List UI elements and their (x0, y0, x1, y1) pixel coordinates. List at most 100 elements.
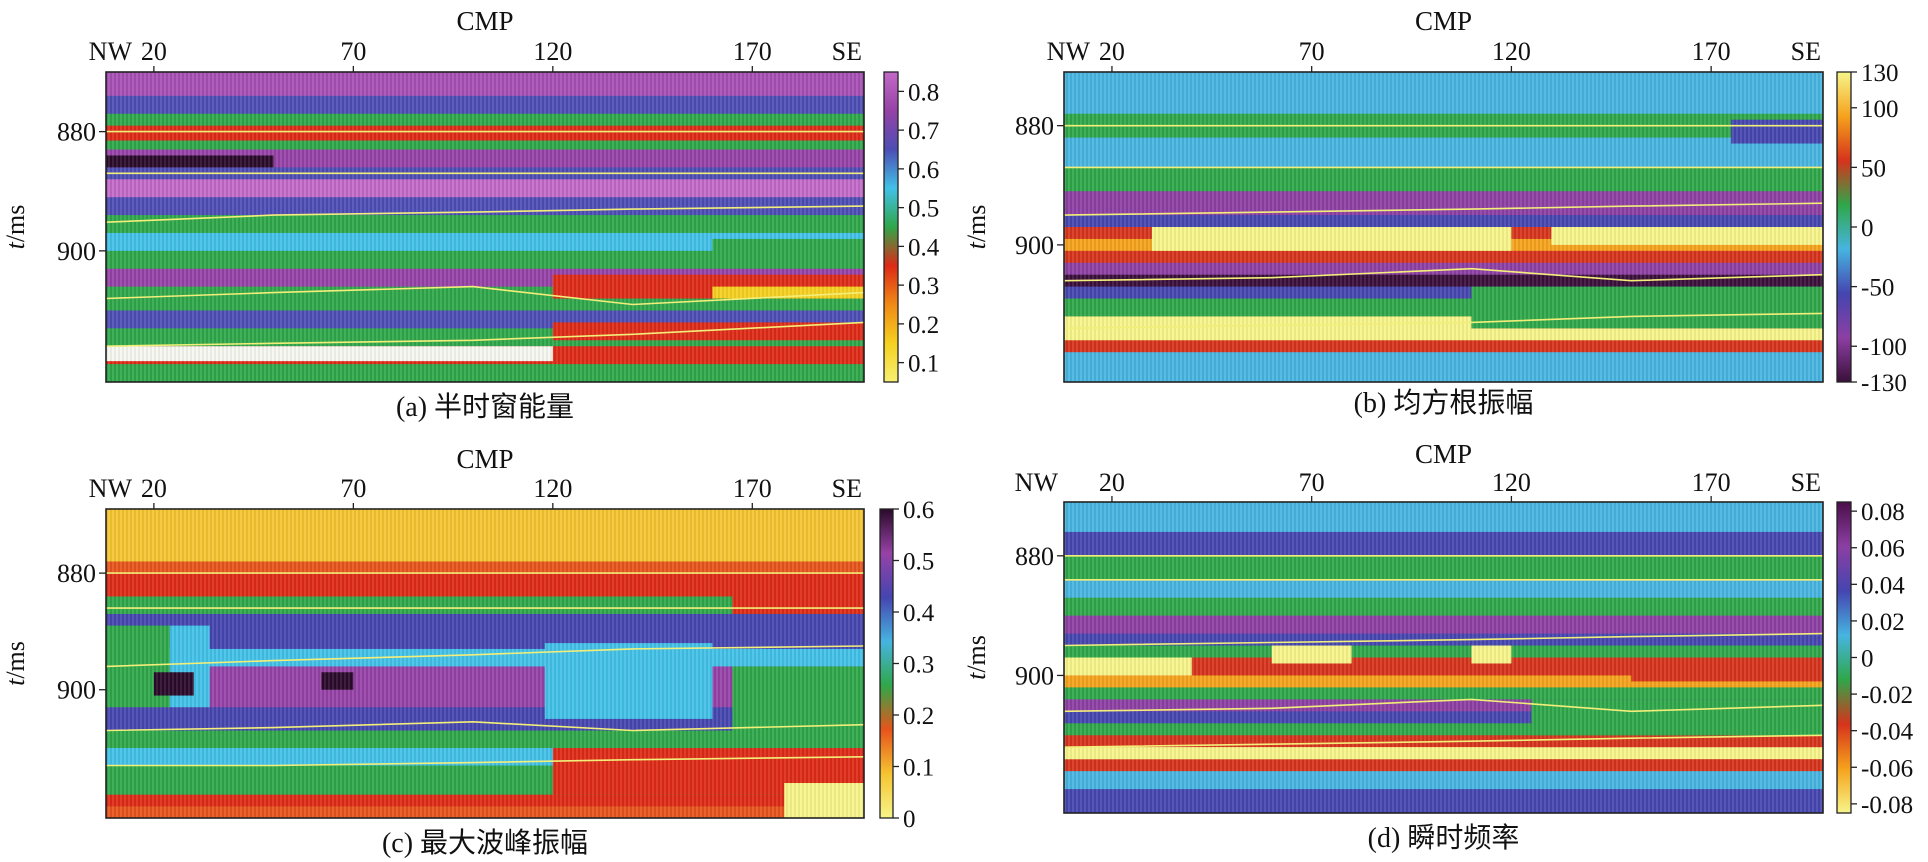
x-end-label-nw: NW (89, 474, 133, 503)
x-tick-label: 70 (1299, 468, 1325, 497)
heatmap-a (106, 72, 864, 382)
colorbar-tick-label: -0.06 (1861, 755, 1913, 782)
x-tick-label: 120 (1492, 468, 1531, 497)
colorbar-tick-label: 0 (903, 806, 916, 833)
x-tick-label: 170 (733, 37, 772, 66)
x-tick-label: 20 (1099, 468, 1125, 497)
x-tick-label: 170 (1692, 468, 1731, 497)
horizon-line (106, 285, 864, 306)
x-axis-title: CMP (1415, 439, 1472, 469)
horizon-line (106, 720, 864, 732)
x-tick-label: 70 (1299, 37, 1325, 66)
horizon-line (1064, 202, 1823, 216)
horizon-line (1064, 267, 1823, 282)
horizon-line (106, 321, 864, 347)
horizon-line (1064, 312, 1823, 330)
panel-b: 20 70 120 170 NW SE CMP 880 900 t/ms 130 100 50 0 -50 -… (962, 6, 1907, 419)
x-tick-label: 20 (141, 37, 167, 66)
x-tick-label: 70 (340, 474, 366, 503)
colorbar-tick-label: 100 (1861, 96, 1899, 123)
panel-caption: (c) 最大波峰振幅 (382, 827, 588, 859)
x-tick-label: 170 (1692, 37, 1731, 66)
panel-caption: (a) 半时窗能量 (396, 391, 574, 423)
colorbar (1836, 71, 1852, 383)
horizon-line (106, 756, 864, 767)
colorbar (883, 71, 899, 383)
y-tick-label: 900 (57, 237, 96, 266)
colorbar-tick-label: 0.04 (1861, 572, 1905, 599)
x-end-label-nw: NW (89, 37, 133, 66)
x-axis-title: CMP (1415, 6, 1472, 36)
colorbar-tick-label: 0.4 (903, 600, 935, 627)
y-tick-label: 880 (1015, 542, 1054, 571)
colorbar-tick-label: 0.5 (908, 196, 939, 223)
y-tick-label: 880 (57, 118, 96, 147)
y-axis-title: t/ms (1, 205, 30, 250)
colorbar-tick-label: -100 (1861, 334, 1907, 361)
colorbar-tick-label: -130 (1861, 370, 1907, 397)
y-tick-label: 900 (57, 676, 96, 705)
panel-caption: (d) 瞬时频率 (1368, 822, 1520, 854)
heatmap-c (106, 509, 864, 818)
colorbar-tick-label: 0.08 (1861, 499, 1905, 526)
x-tick-label: 120 (533, 474, 572, 503)
colorbar-tick-label: 0.4 (908, 234, 940, 261)
x-end-label-nw: NW (1047, 37, 1091, 66)
colorbar-tick-label: 50 (1861, 155, 1886, 182)
colorbar-tick-label: -50 (1861, 275, 1894, 302)
x-tick-label: 20 (141, 474, 167, 503)
x-tick-label: 120 (533, 37, 572, 66)
trace-texture (1064, 72, 1823, 382)
horizon-line (1064, 632, 1823, 647)
x-end-label-se: SE (1791, 468, 1821, 497)
colorbar-tick-label: 0.3 (908, 273, 939, 300)
colorbar-tick-label: -0.04 (1861, 719, 1914, 746)
colorbar (879, 508, 894, 819)
colorbar-tick-label: 0 (1861, 215, 1874, 242)
trace-texture (1064, 502, 1823, 813)
heatmap-b (1064, 72, 1823, 382)
plot-frame (105, 71, 865, 383)
colorbar-tick-label: 0.8 (908, 79, 939, 106)
x-end-label-se: SE (832, 37, 862, 66)
horizon-line (1064, 734, 1823, 748)
heatmap-d (1064, 502, 1823, 813)
colorbar-tick-label: 0.06 (1861, 536, 1905, 563)
y-tick-label: 900 (1015, 231, 1054, 260)
y-tick-label: 880 (57, 559, 96, 588)
plot-frame (1063, 501, 1824, 814)
y-axis-title: t/ms (962, 205, 991, 250)
trace-texture (106, 509, 864, 818)
colorbar-tick-label: 130 (1861, 60, 1899, 87)
x-axis-title: CMP (456, 444, 513, 474)
horizon-line (106, 645, 864, 668)
colorbar-tick-label: 0.7 (908, 118, 939, 145)
x-axis-title: CMP (456, 6, 513, 36)
y-axis-title: t/ms (962, 635, 991, 680)
x-tick-label: 120 (1492, 37, 1531, 66)
colorbar-tick-label: 0.3 (903, 652, 934, 679)
plot-frame (1063, 71, 1824, 383)
x-end-label-nw: NW (1015, 468, 1059, 497)
horizon-line (1064, 698, 1823, 713)
y-tick-label: 880 (1015, 112, 1054, 141)
panel-a: 20 70 120 170 NW SE CMP 880 900 t/ms 0.8 0.7 0.6 0.5 0… (1, 6, 940, 423)
trace-texture (106, 72, 864, 382)
panel-c: 20 70 120 170 NW SE CMP 880 900 t/ms 0.6 0.5 0.4 0.3 0… (1, 444, 935, 859)
panel-caption: (b) 均方根振幅 (1354, 387, 1534, 419)
x-tick-label: 20 (1099, 37, 1125, 66)
colorbar-tick-label: 0 (1861, 646, 1874, 673)
colorbar-tick-label: -0.08 (1861, 792, 1913, 819)
x-end-label-se: SE (832, 474, 862, 503)
colorbar-tick-label: 0.02 (1861, 609, 1905, 636)
horizon-line (106, 205, 864, 223)
colorbar-tick-label: 0.6 (908, 157, 939, 184)
colorbar-tick-label: 0.1 (903, 755, 934, 782)
colorbar-tick-label: -0.02 (1861, 682, 1913, 709)
panel-d: 20 70 120 170 NW SE CMP 880 900 t/ms 0.08 0.06 0.04 0… (962, 439, 1914, 854)
colorbar-tick-label: 0.2 (908, 312, 939, 339)
colorbar-tick-label: 0.2 (903, 703, 934, 730)
colorbar-tick-label: 0.5 (903, 549, 934, 576)
y-axis-title: t/ms (1, 641, 30, 686)
